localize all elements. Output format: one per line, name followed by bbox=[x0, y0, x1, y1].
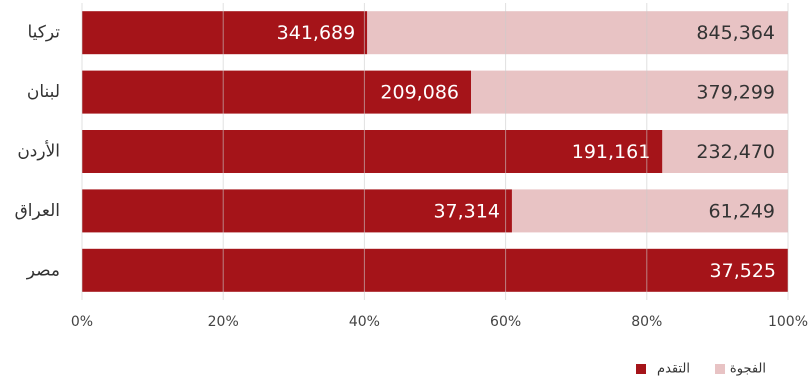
bar-segment bbox=[471, 70, 788, 114]
value-label: 61,249 bbox=[709, 200, 775, 222]
bar-segment bbox=[662, 130, 788, 173]
legend-swatch bbox=[715, 364, 725, 374]
bars bbox=[82, 11, 788, 292]
bar-segment bbox=[367, 11, 788, 55]
bar-segment bbox=[82, 189, 512, 233]
x-tick-label: 60% bbox=[490, 314, 521, 330]
bar-segment bbox=[82, 130, 663, 173]
category-label: العراق bbox=[15, 201, 60, 221]
value-label: 341,689 bbox=[277, 22, 356, 44]
category-label: الأردن bbox=[17, 141, 60, 162]
x-tick-label: 40% bbox=[349, 314, 380, 330]
bar-segment bbox=[82, 11, 368, 55]
grid bbox=[81, 3, 789, 300]
value-label: 37,314 bbox=[433, 200, 499, 222]
value-label: 37,525 bbox=[710, 260, 776, 282]
legend-swatch bbox=[636, 364, 646, 374]
bar-segment bbox=[82, 248, 788, 292]
value-label: 209,086 bbox=[380, 82, 459, 104]
value-label: 191,161 bbox=[572, 141, 651, 163]
value-label: 379,299 bbox=[696, 82, 775, 104]
legend-label: الفجوة bbox=[730, 362, 766, 377]
bar-segment bbox=[82, 70, 472, 114]
bar-segment bbox=[511, 189, 788, 233]
category-label: لبنان bbox=[27, 82, 60, 102]
x-tick-label: 80% bbox=[631, 314, 662, 330]
legend-label: التقدم bbox=[657, 362, 690, 377]
x-tick-label: 0% bbox=[71, 314, 93, 330]
category-label: مصر bbox=[26, 260, 60, 280]
value-label: 845,364 bbox=[696, 22, 775, 44]
value-label: 232,470 bbox=[696, 141, 775, 163]
x-tick-label: 100% bbox=[768, 314, 808, 330]
category-label: تركيا bbox=[27, 23, 60, 43]
x-tick-label: 20% bbox=[208, 314, 239, 330]
